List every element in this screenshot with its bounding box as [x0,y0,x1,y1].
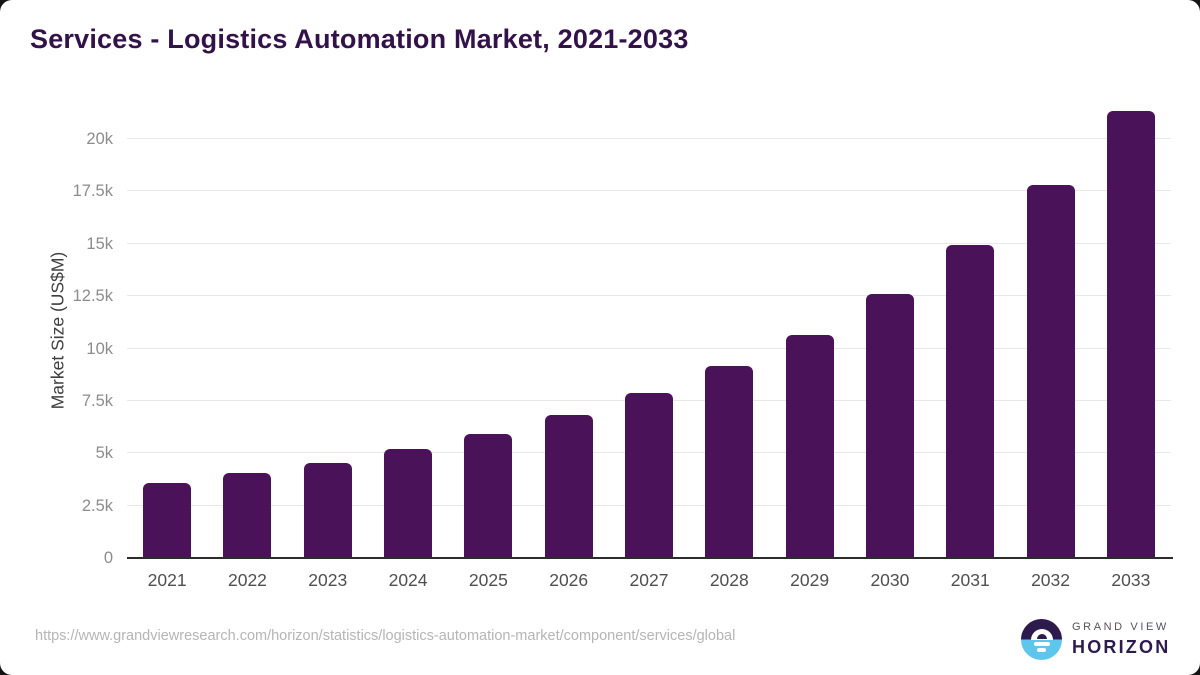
xtick-label-2030: 2030 [870,570,910,590]
x-axis-tick-labels: 2021 2022 2023 2024 2025 2026 2027 2028 2029 2030… [127,570,1171,600]
gridline-15k [127,242,1171,244]
xtick-label-2024: 2024 [388,570,428,590]
bar-2031 [946,245,995,558]
bar-2028 [705,366,754,558]
reflection-line-2 [1037,648,1046,652]
xtick-label-2023: 2023 [308,570,348,590]
gridline-10k [127,347,1171,349]
sun-arch-inner-shape [1036,633,1047,639]
bar-2029 [785,335,834,558]
page-title: Services - Logistics Automation Market, … [30,24,689,54]
bar-2025 [464,434,513,558]
gridline-12.5k [127,295,1171,297]
ytick-label-15k: 15k [86,234,113,253]
bar-2023 [303,463,352,558]
xtick-label-2027: 2027 [629,570,669,590]
ytick-label-12.5k: 12.5k [72,287,113,306]
ytick-label-2.5k: 2.5k [81,496,113,515]
logo-wordmark: GRAND VIEW HORIZON [1072,621,1170,658]
xtick-label-2025: 2025 [468,570,508,590]
ytick-label-0: 0 [103,549,113,567]
source-url: https://www.grandviewresearch.com/horizo… [35,628,736,644]
xtick-label-2032: 2032 [1031,570,1070,590]
bar-2026 [544,415,593,558]
ytick-label-20k: 20k [86,130,113,148]
xtick-label-2022: 2022 [227,570,267,590]
sun-arch-shape [1030,628,1053,640]
y-axis-tick-labels: 0 2.5k 5k 7.5k 10k 12.5k 15k 17.5k 20k [0,100,113,567]
logo-brand-top-text: GRAND VIEW [1072,621,1169,633]
ytick-label-7.5k: 7.5k [81,391,113,410]
reflection-line-1 [1033,642,1050,646]
ytick-label-10k: 10k [86,339,113,358]
grand-view-horizon-logo: GRAND VIEW HORIZON [1021,619,1181,661]
bar-2030 [865,294,914,558]
bar-chart-plot-area [127,100,1171,558]
bar-2027 [625,393,673,558]
x-axis-line [127,557,1173,559]
bar-2024 [384,449,433,558]
logo-brand-bottom-text: HORIZON [1072,637,1171,657]
xtick-label-2021: 2021 [147,570,187,590]
ytick-label-5k: 5k [95,444,113,463]
xtick-label-2031: 2031 [950,570,990,590]
xtick-label-2033: 2033 [1111,570,1151,590]
bar-2022 [223,473,272,558]
gridline-20k [127,138,1171,139]
xtick-label-2026: 2026 [549,570,589,590]
bar-2033 [1106,111,1155,558]
gridline-17.5k [127,190,1171,192]
bar-2021 [143,483,192,558]
ytick-label-17.5k: 17.5k [72,182,113,201]
xtick-label-2028: 2028 [709,570,749,590]
xtick-label-2029: 2029 [790,570,830,590]
bar-2032 [1026,185,1075,558]
horizon-sun-icon [1021,619,1062,660]
